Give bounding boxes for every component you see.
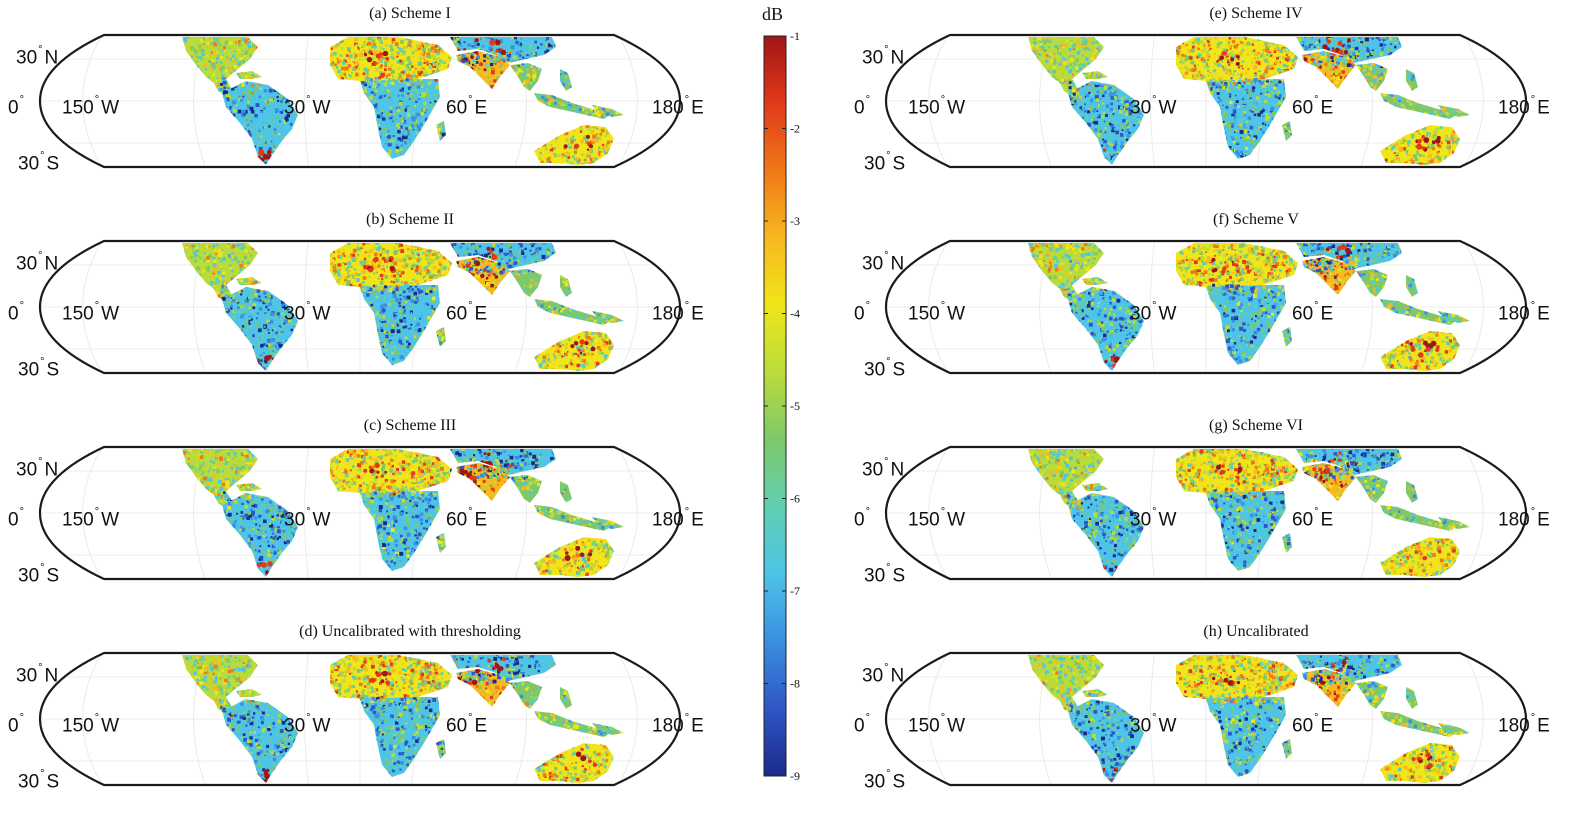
lon-180e-label: 180°E — [1498, 93, 1550, 118]
colorbar-tick-label: -7 — [790, 584, 800, 598]
map-panel-g: (g) Scheme VI 30°N 0° 30°S 150°W 30°W 60°E 180… — [846, 419, 1566, 619]
colorbar-tick-label: -6 — [790, 492, 800, 506]
map-panel-b: (b) Scheme II 30°N 0° 30°S 150°W 30°W 60°E 180… — [0, 213, 720, 413]
panel-title: (a) Scheme I — [120, 5, 700, 23]
land-data — [1026, 241, 1474, 376]
lat-0-label: 0° — [8, 505, 26, 530]
land-data — [180, 447, 628, 583]
lat-30n-label: 30°N — [862, 43, 904, 68]
lat-30s-label: 30°S — [864, 767, 905, 792]
colorbar: dB -1-2-3-4-5-6-7-8-9 — [730, 0, 820, 797]
lat-30n-label: 30°N — [16, 661, 58, 686]
land-data — [1026, 447, 1474, 582]
panel-title: (g) Scheme VI — [966, 417, 1546, 435]
lon-30w-label: 30°W — [1130, 93, 1176, 118]
land-data — [181, 35, 628, 170]
lat-30s-label: 30°S — [864, 149, 905, 174]
lon-60e-label: 60°E — [1292, 711, 1333, 736]
lon-180e-label: 180°E — [652, 299, 704, 324]
lat-30s-label: 30°S — [864, 355, 905, 380]
map-panel-a: (a) Scheme I 30°N 0° 30°S 150°W 30°W 60°E 180°… — [0, 7, 720, 207]
lon-60e-label: 60°E — [446, 299, 487, 324]
map-panel-d: (d) Uncalibrated with thresholding 30°N 0… — [0, 625, 720, 825]
lat-30n-label: 30°N — [862, 455, 904, 480]
lon-180e-label: 180°E — [652, 505, 704, 530]
lon-150w-label: 150°W — [908, 299, 965, 324]
lon-180e-label: 180°E — [1498, 505, 1550, 530]
map-panel-f: (f) Scheme V 30°N 0° 30°S 150°W 30°W 60°E 180°… — [846, 213, 1566, 413]
lat-30s-label: 30°S — [18, 355, 59, 380]
lon-30w-label: 30°W — [284, 93, 330, 118]
colorbar-tick-label: -4 — [790, 307, 800, 321]
lon-180e-label: 180°E — [1498, 711, 1550, 736]
lat-30s-label: 30°S — [18, 767, 59, 792]
panel-title: (d) Uncalibrated with thresholding — [120, 623, 700, 641]
lon-30w-label: 30°W — [284, 299, 330, 324]
lon-150w-label: 150°W — [908, 711, 965, 736]
land-data — [181, 653, 629, 788]
lon-180e-label: 180°E — [1498, 299, 1550, 324]
map-panel-c: (c) Scheme III 30°N 0° 30°S 150°W 30°W 60°E 18… — [0, 419, 720, 619]
lon-60e-label: 60°E — [1292, 299, 1333, 324]
lat-0-label: 0° — [8, 299, 26, 324]
lat-30s-label: 30°S — [864, 561, 905, 586]
lon-150w-label: 150°W — [62, 93, 119, 118]
colorbar-tick-label: -3 — [790, 214, 800, 228]
lon-180e-label: 180°E — [652, 711, 704, 736]
lat-30n-label: 30°N — [16, 249, 58, 274]
lon-60e-label: 60°E — [446, 93, 487, 118]
panel-title: (f) Scheme V — [966, 211, 1546, 229]
lat-30n-label: 30°N — [16, 455, 58, 480]
colorbar-tick-label: -9 — [790, 769, 800, 783]
lat-30s-label: 30°S — [18, 149, 59, 174]
lat-0-label: 0° — [854, 505, 872, 530]
lon-30w-label: 30°W — [284, 505, 330, 530]
lon-150w-label: 150°W — [62, 711, 119, 736]
lon-60e-label: 60°E — [446, 711, 487, 736]
lat-30n-label: 30°N — [16, 43, 58, 68]
lon-60e-label: 60°E — [446, 505, 487, 530]
lon-60e-label: 60°E — [1292, 93, 1333, 118]
land-data — [180, 241, 629, 377]
land-data — [1026, 653, 1474, 788]
lon-150w-label: 150°W — [908, 93, 965, 118]
lon-30w-label: 30°W — [1130, 299, 1176, 324]
lon-30w-label: 30°W — [284, 711, 330, 736]
map-panel-e: (e) Scheme IV 30°N 0° 30°S 150°W 30°W 60°E 180… — [846, 7, 1566, 207]
lat-0-label: 0° — [854, 299, 872, 324]
map-panel-h: (h) Uncalibrated 30°N 0° 30°S 150°W 30°W 60°E… — [846, 625, 1566, 825]
lat-0-label: 0° — [8, 93, 26, 118]
lat-0-label: 0° — [854, 93, 872, 118]
colorbar-tick-label: -2 — [790, 122, 800, 136]
lon-150w-label: 150°W — [908, 505, 965, 530]
panel-title: (c) Scheme III — [120, 417, 700, 435]
lon-30w-label: 30°W — [1130, 505, 1176, 530]
lon-30w-label: 30°W — [1130, 711, 1176, 736]
colorbar-tick-label: -5 — [790, 399, 800, 413]
lon-60e-label: 60°E — [1292, 505, 1333, 530]
lat-30n-label: 30°N — [862, 249, 904, 274]
lon-180e-label: 180°E — [652, 93, 704, 118]
lon-150w-label: 150°W — [62, 299, 119, 324]
panel-title: (b) Scheme II — [120, 211, 700, 229]
colorbar-graphic: -1 -2 -3 -4 -5 -6 -7 -8 -9 — [730, 0, 820, 797]
lat-0-label: 0° — [8, 711, 26, 736]
lat-30s-label: 30°S — [18, 561, 59, 586]
land-data — [1027, 35, 1475, 170]
panel-title: (e) Scheme IV — [966, 5, 1546, 23]
lat-30n-label: 30°N — [862, 661, 904, 686]
lon-150w-label: 150°W — [62, 505, 119, 530]
colorbar-tick-label: -8 — [790, 677, 800, 691]
lat-0-label: 0° — [854, 711, 872, 736]
panel-title: (h) Uncalibrated — [966, 623, 1546, 641]
colorbar-tick-label: -1 — [790, 29, 800, 43]
